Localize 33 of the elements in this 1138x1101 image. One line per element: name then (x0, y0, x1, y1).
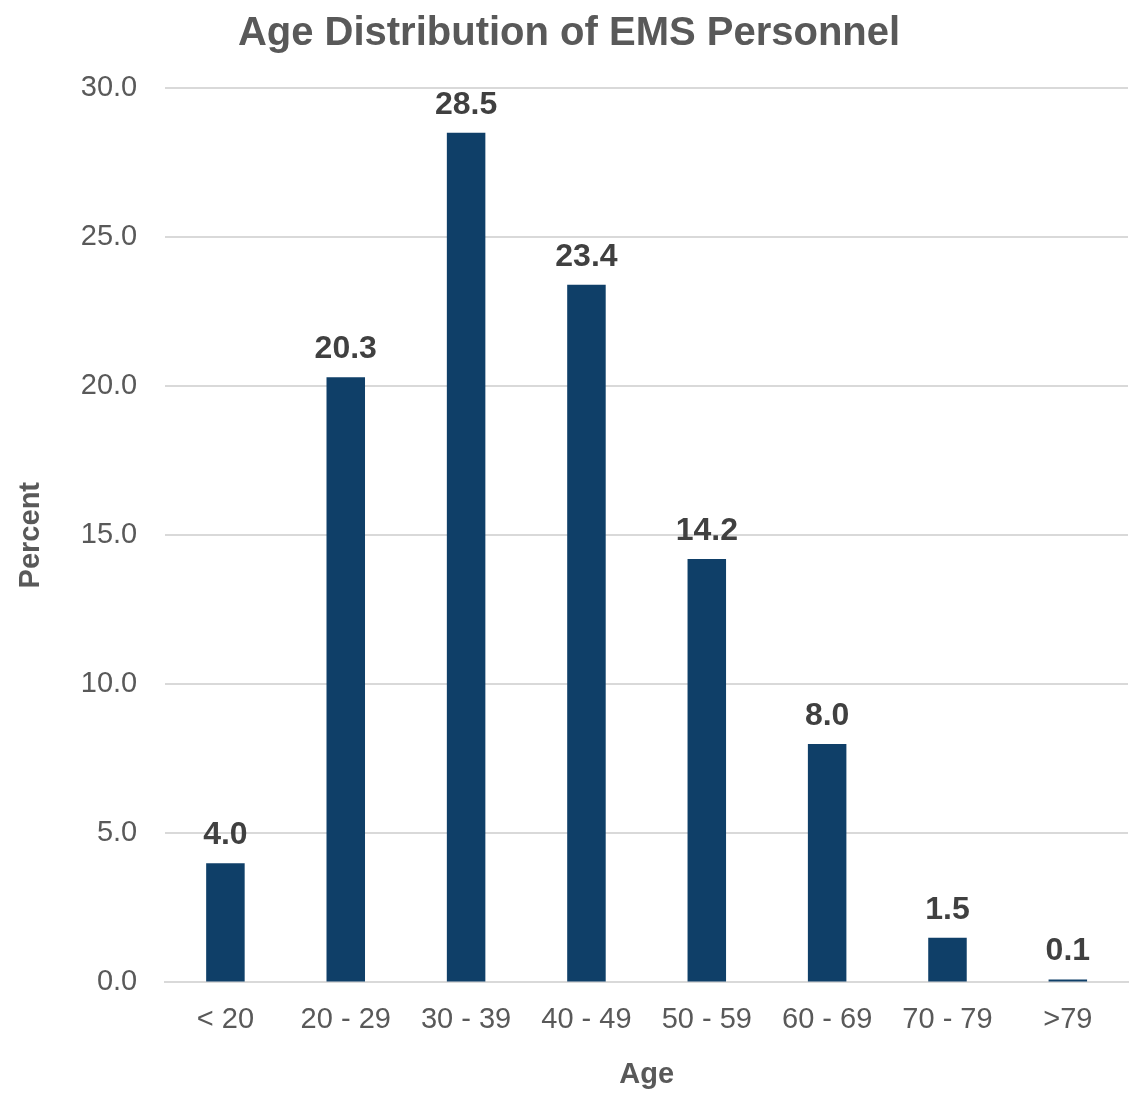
data-label: 1.5 (925, 889, 970, 926)
x-tick-label: < 20 (196, 1001, 255, 1034)
x-tick-label: 50 - 59 (661, 1001, 752, 1034)
data-label: 8.0 (804, 695, 850, 732)
y-tick-label: 10.0 (80, 666, 138, 699)
y-tick-label: 0.0 (96, 964, 138, 997)
x-tick-label: 40 - 49 (541, 1001, 632, 1034)
y-axis-title: Percent (13, 481, 46, 589)
data-label: 0.1 (1045, 931, 1091, 968)
y-tick-label: 20.0 (80, 368, 138, 401)
data-label: 4.0 (203, 814, 248, 851)
x-axis-title: Age (619, 1056, 675, 1089)
bar (567, 284, 606, 982)
data-label: 28.5 (434, 84, 498, 121)
x-tick-label: 20 - 29 (300, 1001, 391, 1034)
chart-title: Age Distribution of EMS Personnel (237, 9, 901, 54)
x-tick-label: 60 - 69 (781, 1001, 873, 1034)
y-tick-label: 30.0 (80, 70, 138, 102)
bar (928, 937, 967, 982)
y-tick-label: 5.0 (96, 815, 138, 848)
bar (206, 863, 245, 982)
x-tick-label: 30 - 39 (420, 1001, 512, 1034)
bar (446, 132, 486, 982)
data-label: 14.2 (675, 510, 738, 547)
data-label: 23.4 (555, 236, 618, 273)
y-tick-label: 25.0 (80, 219, 138, 252)
x-tick-label: >79 (1043, 1001, 1093, 1034)
y-tick-label: 15.0 (80, 517, 138, 550)
bar (326, 377, 366, 982)
x-tick-label: 70 - 79 (902, 1001, 993, 1034)
data-label: 20.3 (314, 329, 377, 366)
bar (807, 743, 847, 982)
bar (687, 559, 727, 982)
